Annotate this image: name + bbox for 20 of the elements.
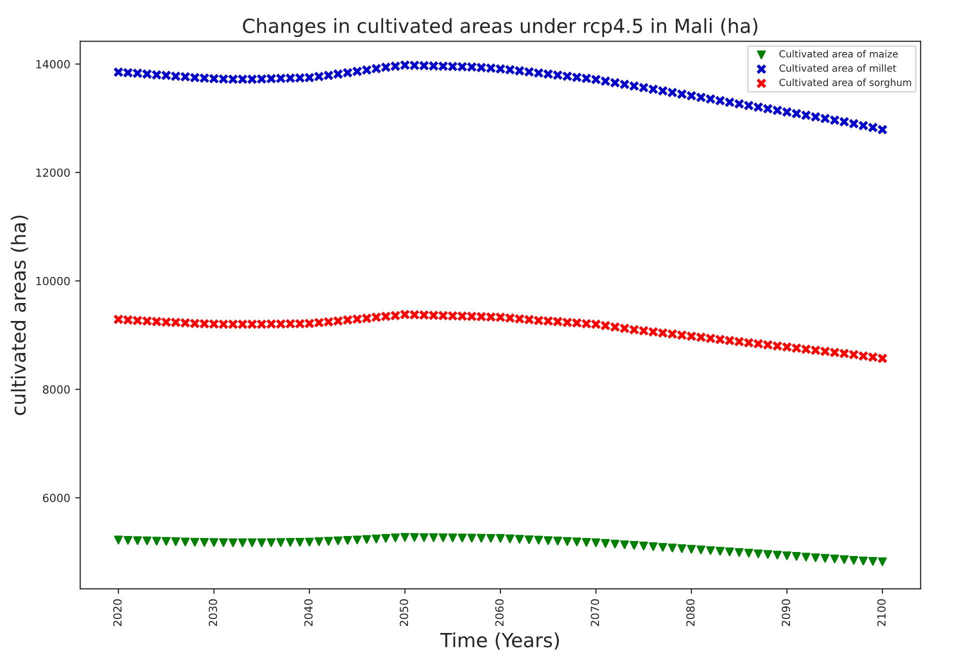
legend-label: Cultivated area of sorghum	[779, 78, 912, 88]
x-tick-label: 2070	[590, 599, 600, 626]
y-tick-label: 10000	[36, 276, 70, 286]
y-tick-label: 14000	[36, 60, 70, 68]
x-axis-title: Time (Years)	[440, 632, 559, 650]
x-tick-label: 2080	[686, 599, 695, 626]
y-tick-label: 12000	[36, 168, 70, 177]
chart-title: Changes in cultivated areas under rcp4.5 in Mali (ha)	[242, 18, 758, 37]
x-tick-label: 2090	[782, 599, 790, 626]
x-tick-label: 2100	[877, 599, 886, 626]
legend-label: Cultivated area of maize	[779, 50, 898, 58]
x-tick-label: 2030	[208, 599, 218, 626]
y-tick-label: 8000	[42, 385, 70, 394]
x-tick-label: 2040	[304, 599, 313, 626]
y-axis-title: cultivated areas (ha)	[10, 216, 28, 416]
legend-label: Cultivated area of millet	[779, 64, 896, 72]
x-tick-label: 2050	[400, 599, 408, 626]
x-tick-label: 2060	[495, 599, 504, 626]
y-tick-label: 6000	[42, 494, 70, 502]
x-tick-label: 2020	[113, 599, 122, 626]
